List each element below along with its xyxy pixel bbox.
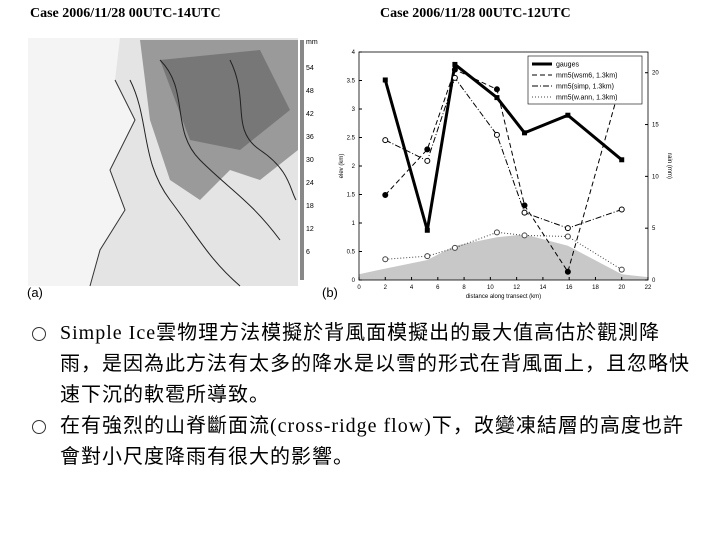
sea	[28, 38, 135, 286]
panel-label: (a)	[27, 285, 43, 300]
point	[493, 131, 500, 138]
colorbar-label: 30	[306, 157, 314, 164]
colorbar	[300, 40, 304, 280]
contour	[129, 79, 241, 287]
point	[382, 77, 388, 83]
point	[564, 233, 571, 240]
colorbar-label: 42	[306, 111, 314, 118]
x-tick-label: 16	[566, 285, 573, 291]
point	[521, 202, 528, 209]
colorbar-label: 54	[306, 65, 314, 72]
y2-tick-label: 10	[652, 174, 659, 180]
x-axis-label: distance along transect (km)	[466, 294, 541, 300]
point	[451, 244, 458, 251]
x-tick-label: 14	[540, 285, 547, 291]
legend-label: mm5(wsm6, 1.3km)	[556, 73, 617, 80]
x-tick-label: 6	[436, 285, 440, 291]
y-tick-label: 1	[352, 221, 356, 227]
y-tick-label: 2	[352, 164, 356, 170]
colorbar-label: 6	[306, 249, 310, 256]
bullet: Simple Ice雲物理方法模擬於背風面模擬出的最大值高估於觀測降雨，是因為此…	[30, 318, 690, 411]
y2-tick-label: 0	[652, 278, 656, 284]
contour	[159, 59, 281, 241]
point	[493, 86, 500, 93]
y-tick-label: 4	[352, 50, 356, 56]
x-tick-label: 22	[645, 285, 652, 291]
point	[452, 61, 458, 67]
x-tick-label: 0	[357, 285, 361, 291]
y2-tick-label: 20	[652, 71, 659, 77]
y2-tick-label: 5	[652, 226, 656, 232]
y-axis-label: elev (km)	[339, 154, 345, 179]
colorbar-label: 24	[306, 180, 314, 187]
point	[424, 157, 431, 164]
header-left: Case 2006/11/28 00UTC-14UTC	[30, 6, 221, 21]
point	[451, 66, 458, 73]
y2-axis-label: rain (mm)	[666, 153, 672, 179]
colorbar-unit: mm	[306, 39, 318, 46]
point	[619, 157, 625, 163]
y-tick-label: 3	[352, 107, 356, 113]
legend-label: mm5(simp, 1.3km)	[556, 84, 614, 91]
y-tick-label: 0	[352, 278, 356, 284]
bullet: 在有強烈的山脊斷面流(cross-ridge flow)下，改變凍結層的高度也許…	[30, 411, 690, 473]
point	[382, 192, 389, 199]
x-tick-label: 12	[513, 285, 520, 291]
point	[565, 112, 571, 118]
colorbar-label: 18	[306, 203, 314, 210]
point	[564, 268, 571, 275]
point	[451, 74, 458, 81]
point	[382, 256, 389, 263]
y-tick-label: 1.5	[347, 193, 356, 199]
x-tick-label: 10	[487, 285, 494, 291]
point	[424, 146, 431, 153]
colorbar-label: 36	[306, 134, 314, 141]
point	[564, 225, 571, 232]
terrain-area	[359, 234, 648, 280]
y-tick-label: 0.5	[347, 250, 356, 256]
panel-label: (b)	[322, 285, 338, 300]
x-tick-label: 2	[384, 285, 388, 291]
point	[494, 95, 500, 101]
point	[521, 209, 528, 216]
point	[493, 229, 500, 236]
coastline	[89, 79, 136, 287]
y2-tick-label: 15	[652, 123, 659, 129]
legend-label: mm5(w.ann, 1.3km)	[556, 95, 617, 102]
x-tick-label: 4	[410, 285, 414, 291]
point	[522, 130, 528, 136]
point	[424, 253, 431, 260]
point	[424, 227, 430, 233]
point	[618, 266, 625, 273]
point	[382, 137, 389, 144]
x-tick-label: 8	[462, 285, 466, 291]
legend-label: gauges	[556, 62, 579, 69]
peak-terrain	[160, 50, 290, 150]
point	[521, 232, 528, 239]
x-tick-label: 18	[592, 285, 599, 291]
contour	[229, 59, 297, 201]
colorbar-label: 48	[306, 88, 314, 95]
colorbar-label: 12	[306, 226, 314, 233]
point	[618, 206, 625, 213]
x-tick-label: 20	[618, 285, 625, 291]
map	[28, 38, 304, 287]
header-right: Case 2006/11/28 00UTC-12UTC	[380, 6, 571, 21]
bullet-list: Simple Ice雲物理方法模擬於背風面模擬出的最大值高估於觀測降雨，是因為此…	[30, 318, 690, 473]
y-tick-label: 3.5	[347, 79, 356, 85]
y-tick-label: 2.5	[347, 136, 356, 142]
